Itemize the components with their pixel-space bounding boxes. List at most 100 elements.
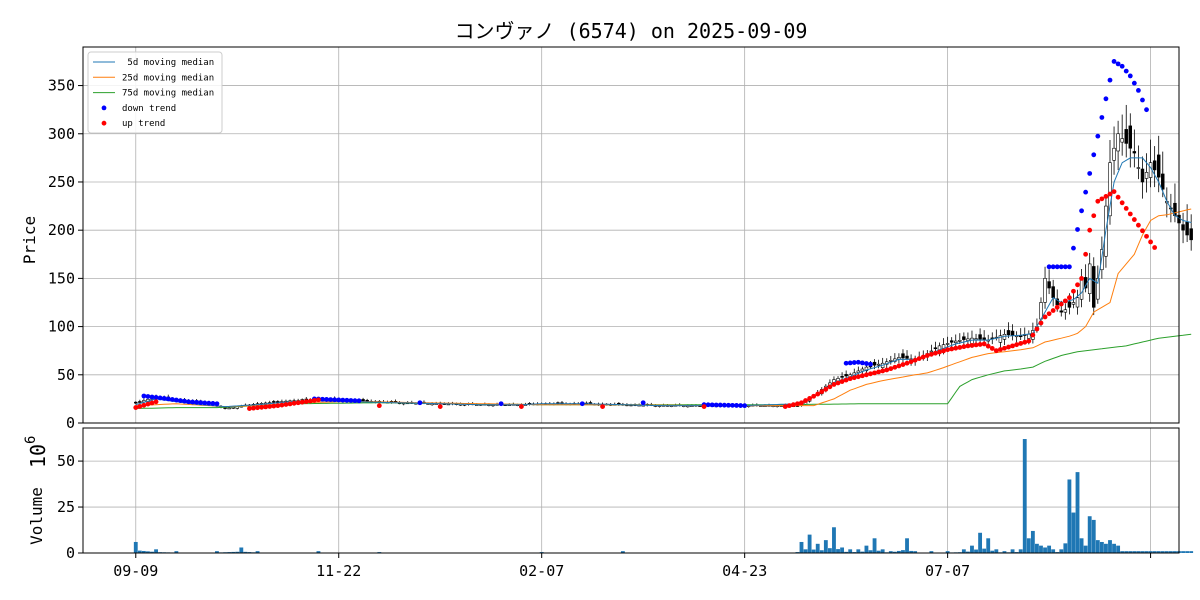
volume-bar: [1051, 549, 1056, 553]
candle-body: [361, 399, 365, 402]
up-trend-dot: [1091, 213, 1097, 219]
down-trend-dot: [847, 360, 853, 366]
up-trend-dot: [965, 343, 971, 349]
down-trend-dot: [843, 360, 849, 366]
up-trend-dot: [888, 366, 894, 372]
x-tick-label: 07-07: [925, 562, 970, 580]
candle-body: [905, 355, 909, 359]
down-trend-dot: [1091, 152, 1097, 158]
up-trend-dot: [933, 350, 938, 356]
down-trend-dot: [348, 398, 354, 403]
up-trend-dot: [969, 342, 975, 348]
volume-bar: [150, 551, 154, 553]
volume-bar: [880, 549, 885, 553]
candle-body: [840, 376, 844, 378]
up-trend-dot: [989, 346, 995, 351]
up-trend-dot: [977, 342, 983, 347]
candle-body: [998, 335, 1003, 343]
price-y-tick-label: 100: [48, 318, 75, 336]
down-trend-dot: [734, 403, 739, 408]
volume-bar: [1185, 551, 1190, 553]
up-trend-dot: [973, 342, 979, 348]
up-trend-dot: [819, 389, 825, 395]
up-trend-dot: [1006, 344, 1011, 350]
candle-body: [872, 361, 877, 366]
up-trend-dot: [941, 348, 946, 354]
candle-body: [933, 347, 938, 350]
up-trend-dot: [993, 348, 999, 354]
volume-bar: [1164, 551, 1169, 553]
up-trend-dot: [880, 368, 886, 374]
down-trend-dot: [169, 397, 175, 402]
candle-body: [231, 407, 235, 409]
down-trend-dot: [1140, 97, 1145, 103]
volume-bar: [146, 551, 150, 553]
legend-box: [87, 51, 223, 134]
up-trend-dot: [271, 403, 277, 409]
volume-bar: [1160, 551, 1165, 553]
volume-bar: [1002, 551, 1007, 553]
up-trend-dot: [1026, 338, 1032, 344]
up-trend-dot: [275, 403, 281, 409]
candle-body: [1018, 335, 1023, 338]
up-trend-dot: [283, 402, 289, 407]
up-trend-dot: [519, 404, 524, 410]
volume-scale-label: 10 6: [23, 436, 50, 468]
volume-bar: [1022, 439, 1027, 553]
volume-bar: [1059, 549, 1064, 553]
up-trend-dot: [153, 399, 159, 405]
up-trend-dot: [1144, 233, 1149, 239]
volume-bar: [1112, 543, 1116, 553]
volume-bar: [1108, 540, 1112, 553]
up-trend-dot: [868, 371, 873, 377]
down-trend-dot: [178, 398, 183, 404]
up-trend-dot: [937, 349, 942, 355]
up-trend-dot: [1002, 345, 1007, 351]
down-trend-dot: [1067, 264, 1072, 270]
up-trend-dot: [600, 404, 605, 410]
volume-bar: [1091, 519, 1096, 553]
volume-bar: [860, 551, 865, 553]
volume-bar: [864, 545, 869, 553]
up-trend-dot: [1010, 343, 1015, 349]
candle-body: [365, 399, 369, 402]
candle-body: [138, 401, 142, 403]
volume-bar: [945, 551, 950, 553]
volume-bar: [1116, 545, 1121, 553]
down-trend-dot: [1079, 208, 1084, 214]
down-trend-dot: [332, 397, 338, 403]
down-trend-dot: [1071, 245, 1076, 251]
volume-bar: [1010, 549, 1015, 553]
up-trend-dot: [904, 360, 910, 366]
up-trend-dot: [255, 405, 260, 411]
volume-scale-base: 10: [26, 444, 50, 468]
candle-body: [1152, 160, 1157, 171]
up-trend-dot: [1107, 191, 1113, 197]
up-trend-dot: [859, 373, 865, 379]
volume-bar: [868, 550, 873, 553]
down-trend-dot: [173, 397, 179, 403]
down-trend-dot: [1127, 73, 1133, 79]
candle-body: [1116, 133, 1120, 152]
up-trend-dot: [997, 347, 1003, 352]
candle-body: [897, 357, 901, 360]
candle-body: [889, 360, 893, 362]
candle-body: [1075, 297, 1080, 308]
candle-body: [1156, 154, 1161, 178]
up-trend-dot: [803, 398, 808, 403]
volume-bar: [1168, 551, 1173, 553]
volume-y-tick-label: 25: [57, 498, 75, 516]
volume-bar: [990, 550, 995, 553]
up-trend-dot: [137, 404, 143, 409]
down-trend-dot: [1115, 61, 1121, 67]
volume-bar: [876, 550, 881, 553]
candle-body: [1161, 173, 1165, 190]
candle-body: [982, 337, 986, 340]
volume-bar: [1043, 547, 1047, 553]
up-trend-dot: [307, 398, 313, 404]
volume-bar: [174, 551, 179, 553]
candle-body: [1124, 129, 1128, 144]
up-trend-dot: [295, 400, 301, 406]
up-trend-dot: [831, 382, 837, 387]
down-trend-dot: [868, 361, 873, 367]
